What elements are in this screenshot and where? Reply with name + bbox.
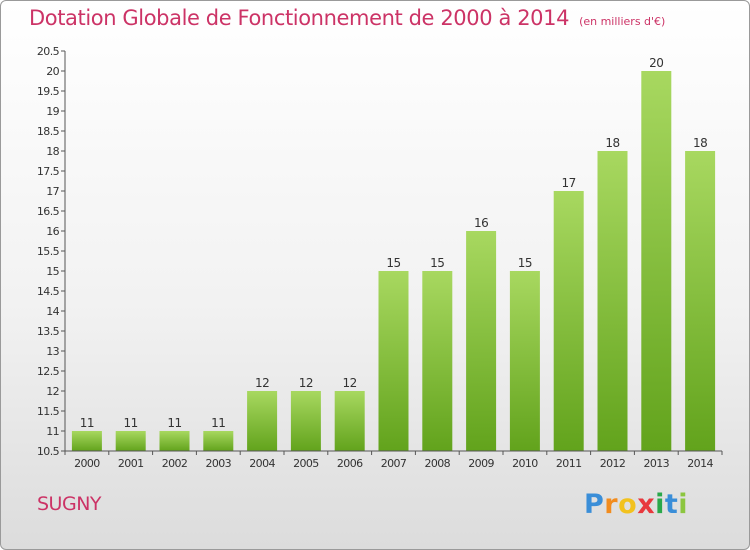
bar-2008 [422, 271, 453, 451]
value-label: 15 [430, 256, 444, 270]
y-tick-label: 13.5 [37, 325, 60, 338]
x-axis: 2000 2001 2002 2003 2004 2005 2006 2007 2008 2009… [64, 450, 723, 470]
value-label: 16 [474, 216, 488, 230]
logo-letter: P [584, 489, 605, 520]
x-tick-label: 2008 [424, 457, 450, 470]
value-label: 12 [299, 376, 313, 390]
x-tick-label: 2009 [468, 457, 494, 470]
x-tick-label: 2002 [162, 457, 188, 470]
y-tick-label: 19.5 [37, 85, 60, 98]
y-tick-label: 15 [46, 265, 59, 278]
bar-2005 [290, 391, 321, 451]
y-tick-label: 12.5 [37, 365, 60, 378]
x-tick-label: 2005 [293, 457, 319, 470]
x-tick-label: 2000 [74, 457, 100, 470]
bar-2009 [466, 231, 497, 451]
bar-2013 [641, 71, 672, 451]
value-label: 18 [693, 136, 707, 150]
y-tick-label: 15.5 [37, 245, 60, 258]
x-tick-label: 2004 [249, 457, 275, 470]
y-tick-label: 11.5 [37, 405, 60, 418]
y-tick-label: 16.5 [37, 205, 60, 218]
y-tick-label: 18 [46, 145, 59, 158]
x-tick-label: 2007 [381, 457, 407, 470]
value-label: 15 [518, 256, 532, 270]
bar-2011 [553, 191, 584, 451]
bar-2007 [378, 271, 409, 451]
value-label: 20 [649, 56, 663, 70]
y-tick-label: 16 [46, 225, 59, 238]
y-tick-label: 20 [46, 65, 59, 78]
logo-letter: i [655, 489, 665, 520]
chart-title-text: Dotation Globale de Fonctionnement de 20… [29, 6, 570, 30]
value-label: 18 [605, 136, 619, 150]
bar-2006 [334, 391, 365, 451]
value-label: 17 [562, 176, 576, 190]
value-label: 12 [343, 376, 357, 390]
bars: 11 11 11 11 12 12 12 15 15 16 15 17 18 20 18 [71, 56, 716, 451]
bar-2001 [115, 431, 146, 451]
value-label: 11 [80, 416, 94, 430]
x-tick-label: 2012 [600, 457, 626, 470]
logo-letter: i [678, 489, 689, 520]
chart-unit: (en milliers d'€) [579, 15, 666, 28]
logo-letter: r [604, 489, 619, 520]
x-tick-label: 2003 [205, 457, 231, 470]
bar-2012 [597, 151, 628, 451]
y-tick-label: 13 [46, 345, 59, 358]
value-label: 12 [255, 376, 269, 390]
x-tick-label: 2014 [687, 457, 713, 470]
y-tick-label: 14 [46, 305, 59, 318]
x-tick-label: 2001 [118, 457, 144, 470]
chart-title: Dotation Globale de Fonctionnement de 20… [29, 6, 665, 30]
y-tick-label: 18.5 [37, 125, 60, 138]
bar-2014 [685, 151, 716, 451]
x-tick-label: 2011 [556, 457, 582, 470]
y-tick-label: 10.5 [37, 445, 60, 458]
logo-letter: x [637, 489, 656, 520]
y-tick-label: 11 [46, 425, 59, 438]
value-label: 11 [167, 416, 181, 430]
y-tick-label: 17 [46, 185, 59, 198]
y-tick-label: 19 [46, 105, 59, 118]
bar-2002 [159, 431, 190, 451]
x-tick-label: 2010 [512, 457, 538, 470]
y-axis: 10.5 11 11.5 12 12.5 13 13.5 14 14.5 15 15.5 16 16.5… [37, 45, 66, 458]
x-tick-label: 2006 [337, 457, 363, 470]
place-name: SUGNY [37, 493, 102, 515]
value-label: 11 [124, 416, 138, 430]
logo-letter: t [664, 489, 679, 520]
proxiti-logo: Proxiti [584, 489, 688, 520]
y-tick-label: 17.5 [37, 165, 60, 178]
bar-2004 [247, 391, 278, 451]
bar-2003 [203, 431, 234, 451]
x-tick-label: 2013 [643, 457, 669, 470]
bar-2000 [71, 431, 102, 451]
value-label: 15 [386, 256, 400, 270]
logo-letter: o [618, 489, 638, 520]
y-tick-label: 12 [46, 385, 59, 398]
y-tick-label: 14.5 [37, 285, 60, 298]
bar-2010 [509, 271, 540, 451]
value-label: 11 [211, 416, 225, 430]
y-tick-label: 20.5 [37, 45, 60, 58]
